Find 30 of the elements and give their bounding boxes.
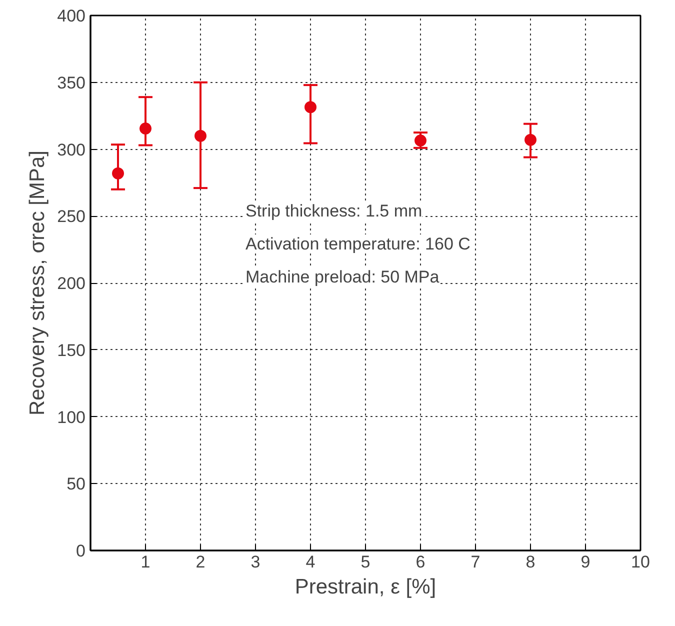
point [524,134,536,146]
x-axis-title: Prestrain, ε [%] [294,576,436,598]
y-tick-label: 250 [57,207,86,226]
y-tick-label: 50 [66,474,86,494]
y-tick-label: 150 [57,340,86,360]
x-tick-label: 6 [416,552,426,572]
annotation: Machine preload: 50 MPa [246,268,440,286]
x-tick-label: 5 [360,552,370,572]
annotation: Strip thickness: 1.5 mm [246,202,422,220]
y-tick-label: 350 [57,73,86,92]
x-tick-label: 9 [580,552,590,572]
y-tick-label: 0 [76,542,86,560]
x-tick-label: 2 [196,552,206,572]
point [414,134,426,147]
y-tick-label: 300 [57,140,86,160]
x-tick-label: 8 [526,552,536,572]
point [194,130,206,142]
annotation: Activation temperature: 160 C [246,234,470,254]
x-tick-label: 3 [250,552,260,572]
x-tick-label: 4 [306,552,316,572]
point [140,122,152,135]
y-tick-label: 100 [57,408,86,427]
x-tick-label: 7 [470,552,480,572]
point [304,101,316,114]
y-tick-label: 400 [57,6,86,26]
y-tick-label: 200 [57,274,86,293]
y-axis-title: Recovery stress, σrec [MPa] [26,150,50,416]
x-tick-label: 1 [140,552,150,572]
point [112,167,124,180]
x-tick-label: 10 [631,552,650,572]
